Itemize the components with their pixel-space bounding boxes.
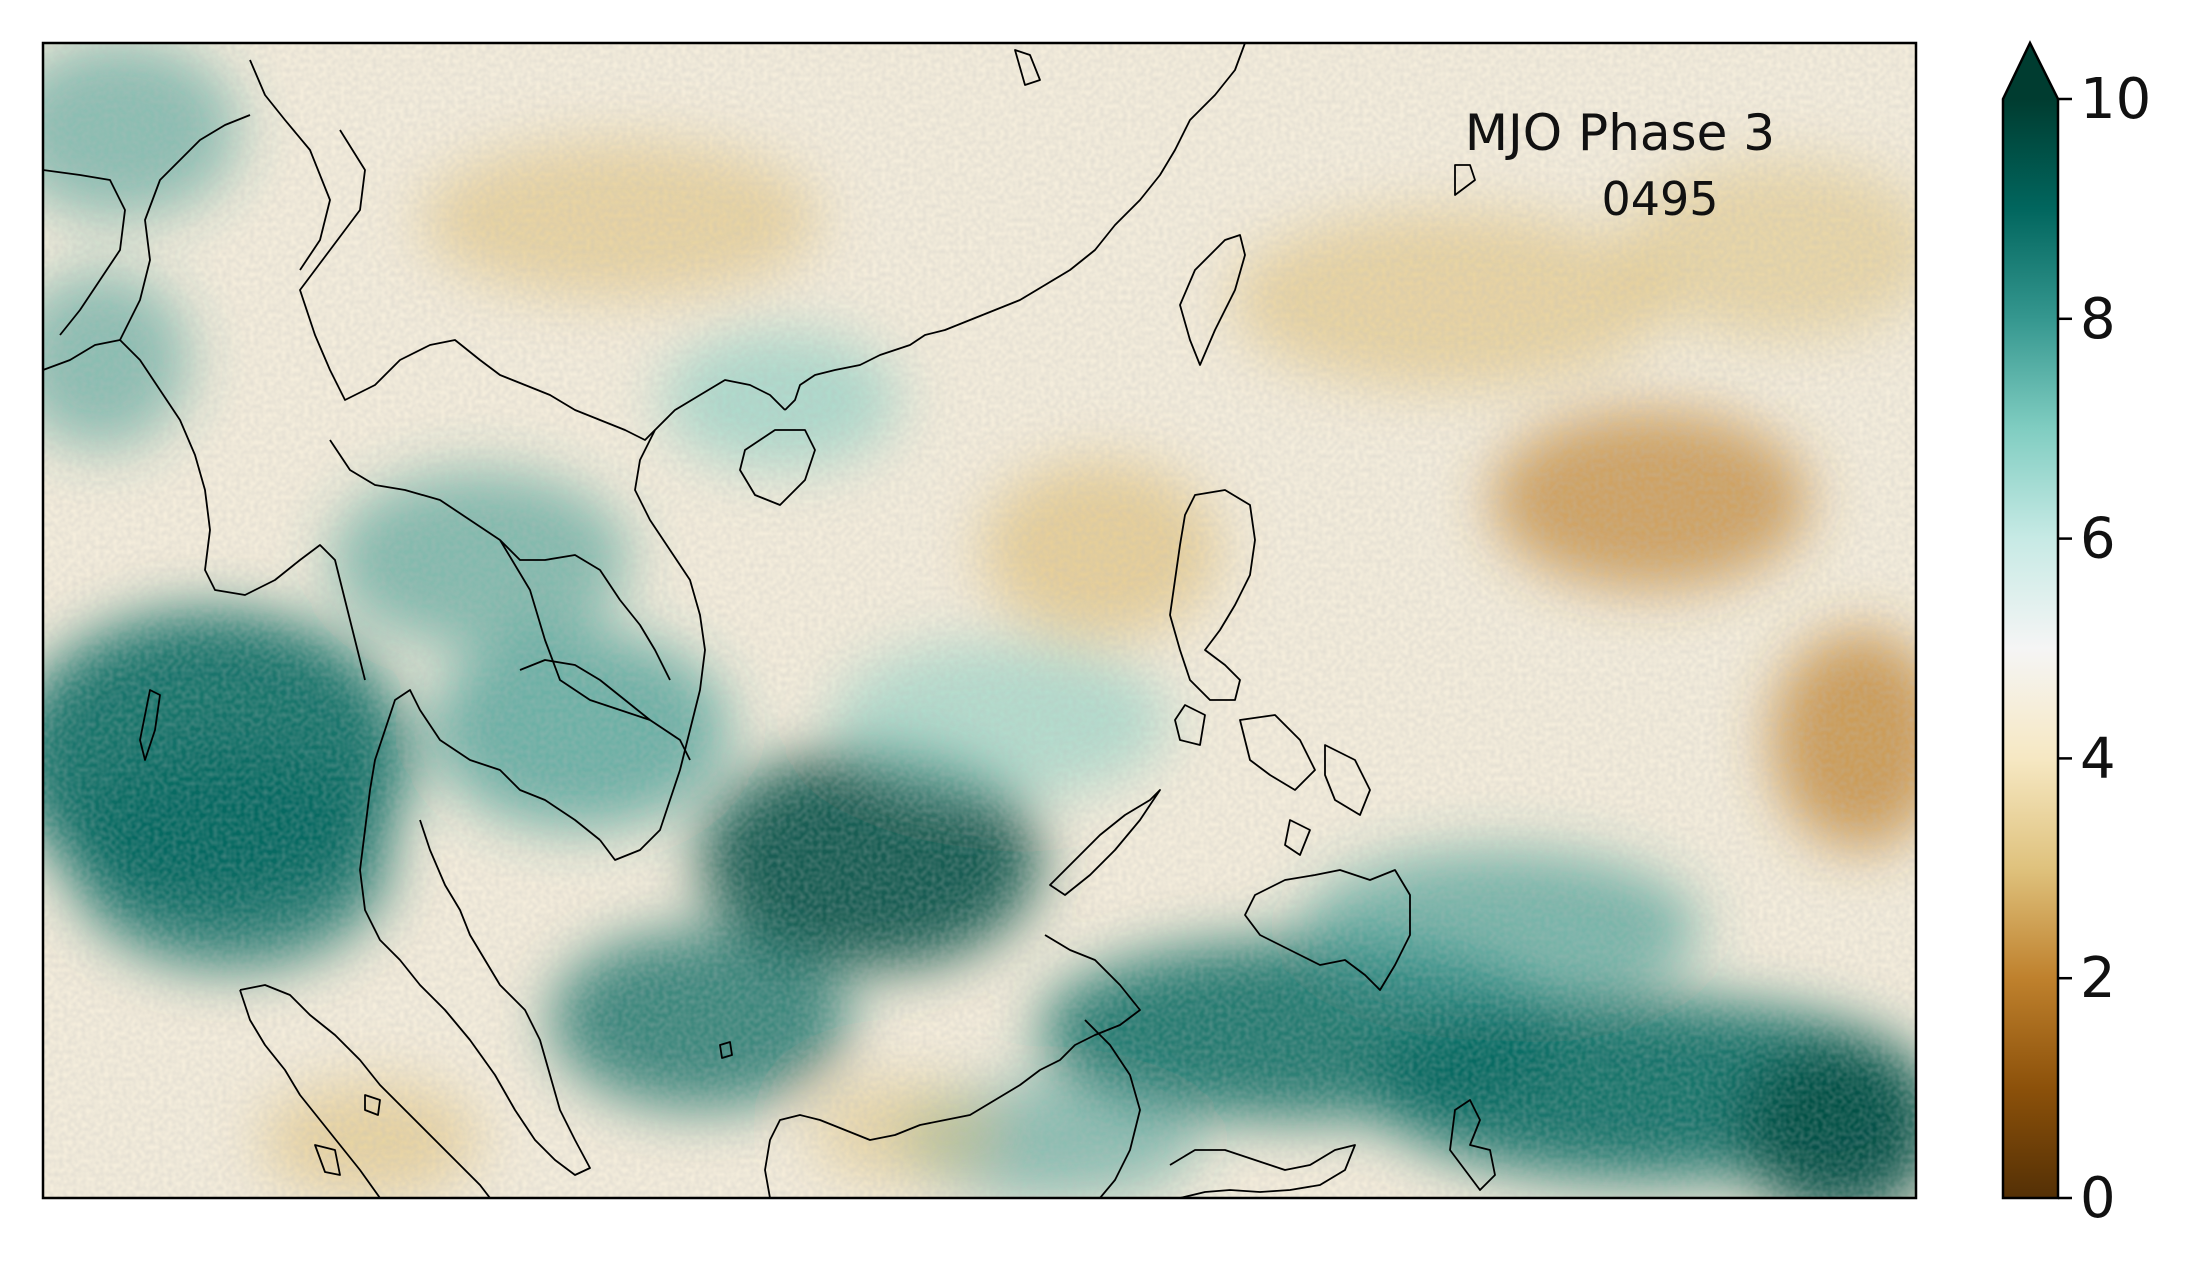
colorbar-tick-label: 10 (2080, 67, 2151, 132)
phase-label: MJO Phase 3 (1465, 104, 1775, 162)
andaman-islands (139, 689, 161, 761)
hainan-outline (739, 429, 816, 506)
colorbar-ramp (2003, 99, 2058, 1198)
sumatra-outline (239, 984, 491, 1198)
sample-id-label: 0495 (1601, 172, 1718, 226)
china-coastline (784, 43, 1246, 411)
taiwan-outline (1179, 234, 1246, 366)
colorbar-tick-label: 0 (2080, 1166, 2116, 1231)
colorbar-extend-arrow (2003, 43, 2058, 99)
colorbar-ticks: 0 2 4 6 8 10 (2058, 67, 2151, 1231)
map-panel (43, 43, 1916, 1198)
coastlines (43, 43, 1496, 1198)
colorbar-tick-label: 6 (2080, 507, 2116, 572)
natuna-island (719, 1041, 733, 1059)
visayas-outline (1239, 714, 1316, 791)
colorbar-tick-label: 2 (2080, 946, 2116, 1011)
pixel-noise (43, 43, 1916, 1198)
halmahera-outline (1449, 1099, 1496, 1191)
mindanao-outline (1244, 869, 1411, 991)
map-frame (41, 41, 1918, 1200)
colorbar-tick-label: 4 (2080, 726, 2116, 791)
myanmar-coastline (43, 339, 366, 681)
colorbar-tick-label: 8 (2080, 287, 2116, 352)
sulawesi-outline (1169, 1144, 1356, 1198)
luzon-outline (1169, 489, 1256, 701)
borneo-outline (764, 934, 1141, 1198)
mindoro-outline (1174, 704, 1206, 746)
vietnam-coastline (599, 379, 786, 861)
colorbar: 0 2 4 6 8 10 (2001, 40, 2151, 1231)
border-lines (299, 129, 656, 441)
colorbar-outline (2001, 40, 2060, 1200)
thailand-coastline (359, 689, 601, 1176)
palawan-outline (1049, 789, 1161, 896)
